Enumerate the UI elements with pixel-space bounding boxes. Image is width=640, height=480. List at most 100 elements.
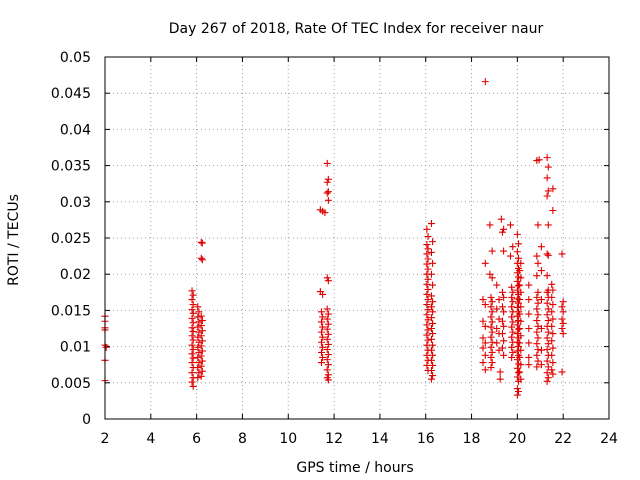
data-point bbox=[319, 333, 327, 341]
data-point bbox=[323, 274, 331, 282]
data-point bbox=[319, 343, 327, 351]
data-point bbox=[496, 375, 504, 383]
data-point bbox=[427, 375, 435, 383]
data-point bbox=[423, 290, 431, 298]
x-tick-label: 6 bbox=[192, 431, 201, 447]
data-point bbox=[423, 311, 431, 319]
y-axis-tick-labels: 0 0.005 0.01 0.015 0.02 0.025 0.03 0.035 0.04 0.0… bbox=[51, 50, 91, 428]
x-tick-label: 4 bbox=[146, 431, 155, 447]
data-point bbox=[194, 343, 202, 351]
x-axis-tick-labels: 2 4 6 8 10 12 14 16 18 20 22 24 bbox=[101, 431, 618, 447]
data-point bbox=[515, 299, 523, 307]
data-point bbox=[517, 303, 525, 311]
data-points bbox=[101, 78, 567, 399]
data-point bbox=[197, 332, 205, 340]
data-point bbox=[508, 313, 516, 321]
data-point bbox=[487, 333, 495, 341]
data-point bbox=[543, 288, 551, 296]
data-point bbox=[549, 185, 557, 193]
data-point bbox=[198, 367, 206, 375]
data-point bbox=[516, 281, 524, 289]
data-point bbox=[424, 306, 432, 314]
data-point bbox=[427, 356, 435, 364]
data-point bbox=[534, 221, 542, 229]
data-point bbox=[188, 359, 196, 367]
data-point bbox=[324, 310, 332, 318]
x-tick-label: 10 bbox=[279, 431, 297, 447]
data-point bbox=[508, 293, 516, 301]
data-point bbox=[515, 387, 523, 395]
data-point bbox=[197, 352, 205, 360]
data-point bbox=[513, 385, 521, 393]
data-point bbox=[427, 366, 435, 374]
data-point bbox=[189, 382, 197, 390]
data-point bbox=[515, 343, 523, 351]
x-tick-label: 24 bbox=[600, 431, 618, 447]
data-point bbox=[533, 293, 541, 301]
data-point bbox=[549, 206, 557, 214]
data-point bbox=[533, 305, 541, 313]
data-point bbox=[488, 274, 496, 282]
data-point bbox=[324, 330, 332, 338]
data-point bbox=[197, 322, 205, 330]
data-point bbox=[525, 353, 533, 361]
data-point bbox=[548, 351, 556, 359]
data-point bbox=[549, 359, 557, 367]
data-point bbox=[195, 338, 203, 346]
data-point bbox=[317, 359, 325, 367]
data-point bbox=[509, 328, 517, 336]
data-point bbox=[481, 351, 489, 359]
data-point bbox=[195, 369, 203, 377]
data-point bbox=[517, 317, 525, 325]
data-point bbox=[548, 293, 556, 301]
data-point bbox=[194, 333, 202, 341]
data-point bbox=[517, 361, 525, 369]
data-point bbox=[517, 332, 525, 340]
data-point bbox=[317, 308, 325, 316]
data-point bbox=[516, 310, 524, 318]
data-point bbox=[323, 315, 331, 323]
data-point bbox=[534, 288, 542, 296]
data-point bbox=[533, 363, 541, 371]
data-point bbox=[195, 359, 203, 367]
data-point bbox=[324, 340, 332, 348]
data-point bbox=[508, 303, 516, 311]
data-point bbox=[509, 318, 517, 326]
data-point bbox=[188, 314, 196, 322]
data-point bbox=[513, 304, 521, 312]
data-point bbox=[513, 391, 521, 399]
data-point bbox=[513, 230, 521, 238]
data-point bbox=[194, 303, 202, 311]
y-tick-label: 0.02 bbox=[60, 267, 91, 283]
data-point bbox=[102, 343, 110, 351]
data-point bbox=[323, 335, 331, 343]
data-point bbox=[498, 303, 506, 311]
data-point bbox=[517, 274, 525, 282]
data-point bbox=[543, 357, 551, 365]
data-point bbox=[189, 301, 197, 309]
data-point bbox=[429, 351, 437, 359]
data-point bbox=[427, 314, 435, 322]
data-point bbox=[500, 225, 508, 233]
data-point bbox=[194, 364, 202, 372]
data-point bbox=[516, 296, 524, 304]
data-point bbox=[558, 368, 566, 376]
data-point bbox=[317, 338, 325, 346]
data-point bbox=[429, 319, 437, 327]
data-point bbox=[517, 375, 525, 383]
data-point bbox=[424, 336, 432, 344]
data-point bbox=[429, 361, 437, 369]
data-point bbox=[543, 174, 551, 182]
data-point bbox=[324, 175, 332, 183]
data-point bbox=[558, 325, 566, 332]
y-tick-label: 0.005 bbox=[51, 376, 91, 392]
data-point bbox=[323, 189, 331, 197]
data-point bbox=[516, 353, 524, 361]
data-point bbox=[189, 291, 197, 299]
data-point bbox=[424, 245, 432, 253]
data-point bbox=[194, 374, 202, 382]
y-tick-label: 0.015 bbox=[51, 303, 91, 319]
data-point bbox=[544, 305, 552, 313]
data-point bbox=[543, 369, 551, 377]
data-point bbox=[488, 318, 496, 326]
